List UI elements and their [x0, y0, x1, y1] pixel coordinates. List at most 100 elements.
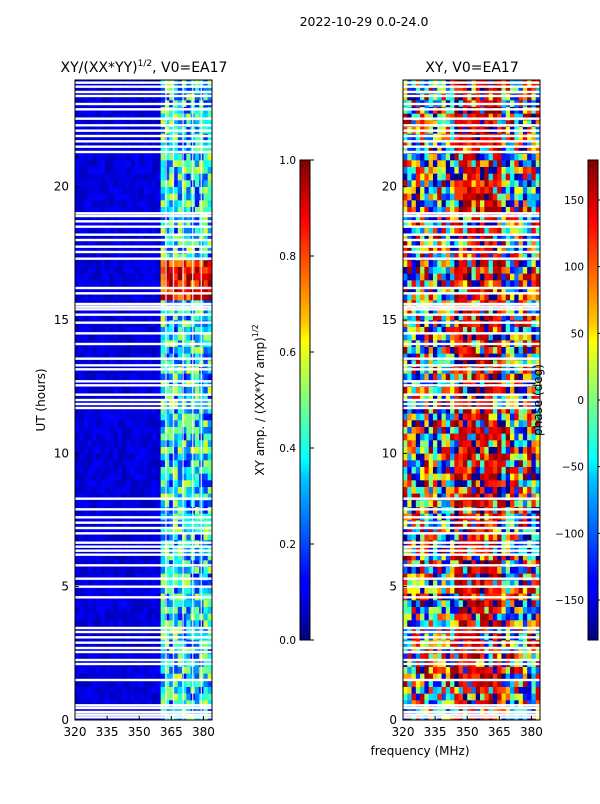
phase-cell [514, 433, 519, 440]
amplitude-cell [92, 607, 97, 614]
amplitude-cell [144, 173, 149, 180]
amplitude-cell [195, 160, 200, 167]
amplitude-cell [118, 260, 123, 267]
phase-cell [510, 620, 515, 627]
phase-cell [433, 687, 438, 694]
phase-cell [420, 420, 425, 427]
amplitude-cell [84, 167, 89, 174]
amplitude-cell [122, 160, 127, 167]
amplitude-cell [84, 200, 89, 207]
amplitude-cell [195, 440, 200, 447]
amplitude-cell [148, 167, 153, 174]
amplitude-cell [96, 460, 101, 467]
amplitude-cell [96, 607, 101, 614]
phase-cell [489, 473, 494, 480]
phase-cell [403, 567, 408, 574]
amplitude-cell [75, 173, 80, 180]
amplitude-cell [144, 187, 149, 194]
phase-cell [446, 460, 451, 467]
phase-cell [501, 460, 506, 467]
blank-time-row [75, 91, 212, 93]
phase-cell [510, 373, 515, 380]
amplitude-cell [156, 667, 161, 674]
phase-cell [416, 347, 421, 354]
amplitude-cell [114, 167, 119, 174]
amplitude-cell [131, 467, 136, 474]
phase-cell [523, 687, 528, 694]
amplitude-cell [118, 687, 123, 694]
phase-cell [476, 387, 481, 394]
amplitude-cell [135, 427, 140, 434]
phase-cell [467, 567, 472, 574]
amplitude-cell [135, 687, 140, 694]
phase-cell [416, 693, 421, 700]
amplitude-cell [161, 420, 166, 427]
phase-cell [454, 693, 459, 700]
amplitude-cell [152, 487, 157, 494]
phase-cell [489, 387, 494, 394]
phase-cell [476, 600, 481, 607]
amplitude-cell [131, 260, 136, 267]
amplitude-cell [92, 460, 97, 467]
amplitude-cell [105, 280, 110, 287]
amplitude-cell [109, 500, 114, 507]
phase-cell [407, 433, 412, 440]
phase-cell [442, 620, 447, 627]
amplitude-cell [126, 260, 131, 267]
blank-time-row [75, 239, 212, 241]
phase-cell [412, 500, 417, 507]
amplitude-cell [135, 267, 140, 274]
amplitude-cell [109, 280, 114, 287]
amplitude-cell [144, 280, 149, 287]
amplitude-cell [148, 460, 153, 467]
phase-cell [519, 420, 524, 427]
x-tick-label: 365 [160, 725, 183, 739]
phase-cell [442, 347, 447, 354]
phase-cell [489, 447, 494, 454]
amplitude-cell [144, 167, 149, 174]
phase-cell [446, 693, 451, 700]
amplitude-cell [156, 473, 161, 480]
amplitude-cell [92, 280, 97, 287]
phase-cell [437, 473, 442, 480]
phase-cell [416, 440, 421, 447]
amplitude-cell [114, 193, 119, 200]
phase-cell [424, 687, 429, 694]
amplitude-cell [79, 667, 84, 674]
amplitude-cell [84, 567, 89, 574]
phase-cell [459, 693, 464, 700]
amplitude-cell [109, 373, 114, 380]
amplitude-cell [79, 420, 84, 427]
amplitude-cell [195, 467, 200, 474]
phase-cell [467, 693, 472, 700]
phase-cell [527, 487, 532, 494]
amplitude-cell [135, 473, 140, 480]
amplitude-cell [122, 273, 127, 280]
amplitude-cell [148, 473, 153, 480]
amplitude-cell [203, 160, 208, 167]
amplitude-cell [75, 693, 80, 700]
phase-cell [514, 607, 519, 614]
amplitude-cell [186, 460, 191, 467]
phase-cell [497, 613, 502, 620]
blank-time-row [75, 553, 212, 555]
phase-cell [519, 460, 524, 467]
phase-cell [506, 620, 511, 627]
amplitude-cell [178, 473, 183, 480]
amplitude-cell [186, 420, 191, 427]
amplitude-cell [148, 413, 153, 420]
amplitude-cell [79, 200, 84, 207]
phase-cell [501, 693, 506, 700]
amplitude-cell [122, 427, 127, 434]
amplitude-cell [156, 433, 161, 440]
phase-cell [523, 347, 528, 354]
amplitude-cell [75, 153, 80, 160]
phase-cell [459, 480, 464, 487]
blank-time-row [75, 212, 212, 214]
amplitude-cell [122, 447, 127, 454]
phase-cell [493, 500, 498, 507]
amplitude-cell [75, 667, 80, 674]
phase-cell [450, 667, 455, 674]
amplitude-cell [92, 200, 97, 207]
amplitude-cell [131, 167, 136, 174]
